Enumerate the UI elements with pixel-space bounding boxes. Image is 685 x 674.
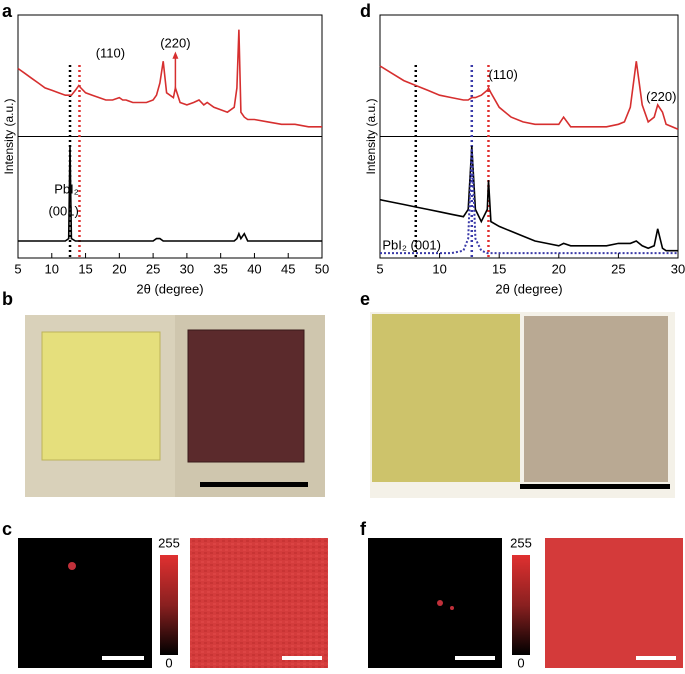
y-axis-label: Intensity (a.u.) <box>364 98 378 174</box>
x-tick-label: 20 <box>112 261 126 276</box>
x-tick-label: 15 <box>78 261 92 276</box>
x-tick-label: 25 <box>146 261 160 276</box>
x-axis-label: 2θ (degree) <box>136 281 203 296</box>
scale-bar <box>102 656 144 660</box>
panel-label: d <box>360 1 371 21</box>
x-tick-label: 5 <box>14 261 21 276</box>
x-tick-label: 50 <box>315 261 329 276</box>
colorbar <box>160 555 178 655</box>
colorbar-max: 255 <box>510 535 532 550</box>
x-tick-label: 5 <box>376 261 383 276</box>
annotation: (110) <box>96 45 125 60</box>
series-line <box>380 148 678 255</box>
annotation: (220) <box>646 89 676 104</box>
panel-label: c <box>2 519 12 539</box>
scale-bar <box>636 656 676 660</box>
annotation: PbI₂ <box>54 181 79 196</box>
x-tick-label: 35 <box>213 261 227 276</box>
scale-bar <box>455 656 495 660</box>
map-dots <box>68 562 76 570</box>
map-red <box>545 538 683 668</box>
panel-label: a <box>2 1 13 21</box>
colorbar-max: 255 <box>158 535 180 550</box>
map-black <box>18 538 152 668</box>
arrowhead <box>172 51 179 59</box>
panel-label: b <box>2 289 13 309</box>
annotation: (001) <box>48 203 78 218</box>
annotation: (110) <box>488 67 517 82</box>
colorbar-min: 0 <box>165 655 172 670</box>
series-line <box>379 146 678 252</box>
colorbar-min: 0 <box>517 655 524 670</box>
map-dots <box>437 600 443 606</box>
series-line <box>18 146 322 242</box>
panel-label: f <box>360 519 367 539</box>
film-yellow <box>372 314 520 482</box>
scale-bar <box>282 656 322 660</box>
scale-bar <box>520 484 670 489</box>
annotation: PbI₂ (001) <box>382 237 441 252</box>
x-tick-label: 40 <box>247 261 261 276</box>
x-tick-label: 15 <box>492 261 506 276</box>
x-tick-label: 10 <box>432 261 446 276</box>
y-axis-label: Intensity (a.u.) <box>2 98 16 174</box>
colorbar <box>512 555 530 655</box>
film-beige <box>524 316 668 482</box>
x-axis-label: 2θ (degree) <box>495 281 562 296</box>
x-tick-label: 30 <box>180 261 194 276</box>
annotation: (220) <box>160 36 190 51</box>
series-line <box>17 29 322 128</box>
x-tick-label: 20 <box>552 261 566 276</box>
x-tick-label: 10 <box>45 261 59 276</box>
map-black <box>368 538 502 668</box>
series-line <box>379 61 679 130</box>
film-yellow <box>41 331 161 461</box>
x-tick-label: 45 <box>281 261 295 276</box>
scale-bar <box>200 482 308 487</box>
panel-label: e <box>360 289 370 309</box>
x-tick-label: 30 <box>671 261 685 276</box>
map-red <box>190 538 328 668</box>
x-tick-label: 25 <box>611 261 625 276</box>
film-dark <box>187 329 305 463</box>
map-dots <box>450 606 454 610</box>
